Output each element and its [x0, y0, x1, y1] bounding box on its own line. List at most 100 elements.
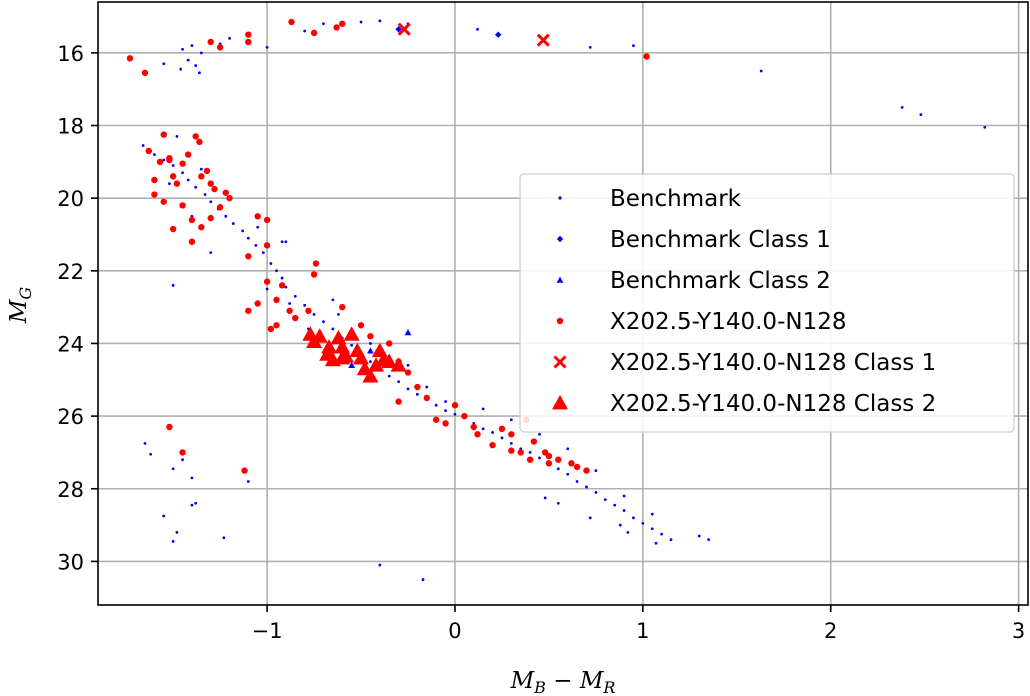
data-point — [188, 238, 196, 245]
data-point — [322, 320, 325, 324]
data-point — [421, 578, 425, 581]
data-point — [207, 214, 214, 222]
data-point — [228, 36, 231, 40]
data-point — [474, 431, 481, 438]
x-tick-label: −1 — [252, 619, 283, 643]
data-point — [151, 191, 158, 198]
data-point — [216, 44, 224, 51]
legend-label: Benchmark Class 2 — [610, 268, 831, 294]
data-point — [226, 194, 233, 202]
data-point — [337, 312, 340, 316]
legend-entry: Benchmark — [558, 186, 742, 212]
data-point — [498, 425, 506, 433]
data-point — [415, 392, 419, 396]
data-point — [198, 71, 201, 75]
data-point — [434, 403, 438, 407]
series-4 — [397, 22, 550, 47]
data-point — [343, 326, 360, 341]
y-tick-label: 16 — [57, 42, 84, 66]
legend-marker — [556, 276, 564, 283]
x-tick-label: 3 — [1012, 619, 1025, 643]
data-point — [528, 451, 532, 454]
data-point — [669, 538, 673, 542]
y-tick-label: 22 — [57, 260, 84, 284]
data-point — [151, 176, 158, 184]
data-point — [622, 494, 626, 498]
data-point — [404, 329, 412, 336]
data-point — [330, 330, 347, 345]
data-point — [470, 423, 477, 431]
data-point — [278, 282, 286, 289]
data-point — [211, 185, 218, 193]
data-point — [179, 67, 183, 71]
data-point — [194, 64, 198, 67]
y-tick-label: 20 — [57, 187, 84, 211]
data-point — [162, 158, 166, 162]
data-point — [231, 222, 235, 225]
data-point — [181, 171, 184, 175]
data-point — [618, 523, 622, 527]
data-point — [491, 431, 494, 434]
plot-frame — [97, 1, 1029, 606]
data-point — [265, 287, 269, 291]
data-point — [444, 409, 447, 413]
data-point — [538, 432, 541, 436]
y-axis-label: MG — [6, 287, 35, 325]
data-point — [508, 447, 515, 454]
data-point — [334, 349, 351, 365]
data-point — [175, 530, 179, 534]
data-point — [453, 412, 457, 416]
data-point — [190, 476, 194, 480]
data-point — [566, 472, 570, 476]
data-point — [423, 394, 430, 402]
data-point — [275, 269, 278, 273]
data-point — [556, 467, 560, 471]
data-point — [555, 456, 562, 463]
data-point — [321, 339, 338, 354]
y-tick-label: 28 — [57, 478, 84, 502]
legend-marker — [553, 355, 567, 369]
data-point — [126, 55, 134, 62]
data-point — [141, 144, 145, 147]
y-tick-label: 26 — [57, 405, 84, 429]
data-point — [632, 44, 635, 47]
data-point — [594, 490, 598, 494]
data-point — [216, 204, 224, 211]
data-point — [194, 185, 198, 189]
data-point — [983, 125, 987, 129]
data-point — [500, 436, 504, 440]
data-point — [494, 31, 502, 38]
data-point — [650, 512, 654, 516]
legend-entry: X202.5-Y140.0-N128 Class 2 — [552, 391, 936, 417]
data-point — [166, 423, 173, 431]
data-point — [444, 400, 447, 403]
data-point — [280, 240, 284, 244]
data-point — [160, 198, 167, 205]
data-point — [267, 325, 275, 333]
data-point — [188, 216, 196, 224]
data-point — [190, 44, 194, 47]
legend-label: Benchmark Class 1 — [610, 227, 831, 253]
data-point — [378, 563, 382, 567]
data-point — [245, 31, 252, 38]
data-point — [556, 501, 560, 505]
data-point — [575, 480, 579, 483]
data-point — [209, 200, 213, 204]
data-point — [166, 154, 173, 162]
data-point — [369, 360, 372, 364]
data-point — [171, 164, 175, 167]
data-point — [566, 447, 570, 451]
legend-label: X202.5-Y140.0-N128 — [610, 309, 846, 335]
data-point — [141, 69, 149, 77]
data-point — [303, 29, 307, 33]
legend-entry: Benchmark Class 2 — [556, 268, 831, 294]
data-point — [312, 260, 320, 267]
data-point — [362, 368, 379, 383]
data-point — [588, 516, 592, 520]
data-point — [367, 347, 374, 354]
data-point — [425, 385, 429, 389]
data-point — [543, 496, 547, 500]
data-point — [397, 380, 401, 383]
data-point — [489, 441, 496, 449]
data-point — [371, 342, 388, 358]
